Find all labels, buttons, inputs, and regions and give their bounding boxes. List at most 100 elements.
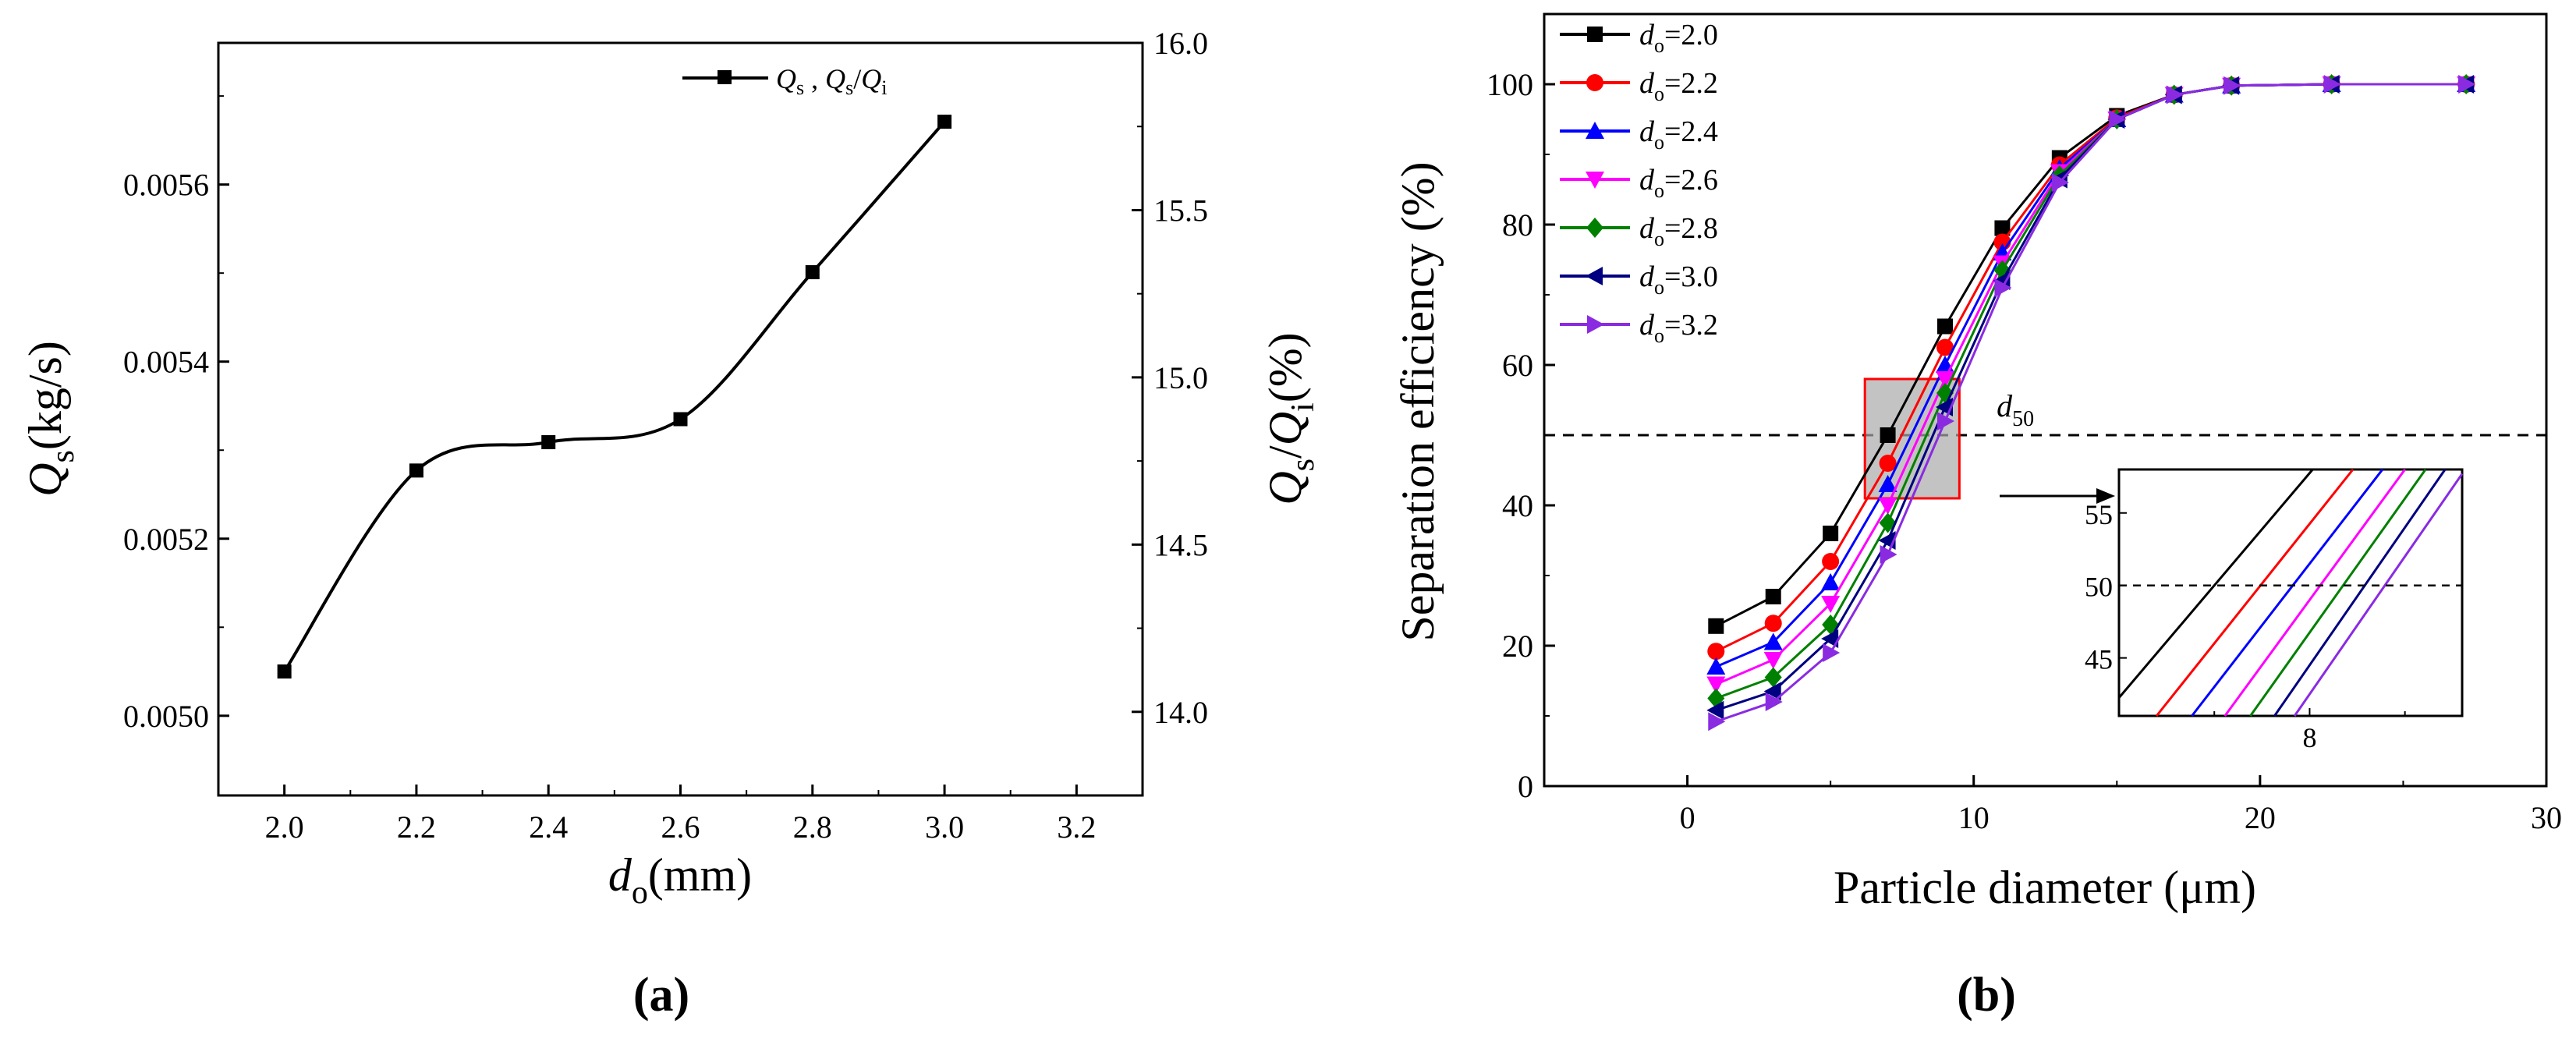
panel-b-data-point — [1763, 682, 1781, 701]
panel-b-data-point — [1706, 657, 1726, 675]
panel-b-legend-marker — [1586, 74, 1603, 91]
panel-a-y2-tick-label: 14.5 — [1153, 527, 1208, 562]
panel-b-legend-label: do=2.4 — [1639, 115, 1718, 154]
panel-a-y2-tick-label: 15.5 — [1153, 193, 1208, 228]
panel-b-y-tick-label: 20 — [1502, 629, 1533, 664]
panel-b-x-axis-label: Particle diameter (μm) — [1834, 862, 2256, 913]
panel-b-inset: 45 50 55 8 — [2085, 468, 2464, 753]
panel-b-inset-x-tick-label: 8 — [2302, 722, 2316, 753]
panel-b-inset-series-line — [2249, 469, 2427, 717]
panel-a-series-curve — [282, 120, 946, 673]
panel-b-data-point — [1823, 643, 1841, 662]
panel-a-x-tick-label: 3.0 — [925, 809, 964, 845]
panel-a-data-point — [409, 463, 423, 478]
panel-b-data-point — [1994, 220, 2011, 236]
panel-b-data-point — [1764, 667, 1782, 688]
panel-b-data-point — [2323, 75, 2341, 94]
panel-a-y-axis-label: Qs(kg/s) — [19, 341, 81, 497]
panel-b-data-point — [1708, 618, 1724, 634]
panel-b-legend-marker — [1586, 218, 1603, 238]
panel-b-inset-series-line — [2117, 469, 2314, 699]
panel-a-legend: Qs , Qs/Qi — [682, 63, 888, 99]
panel-b-legend-marker — [1587, 315, 1604, 334]
panel-b-legend-marker — [1586, 122, 1604, 139]
panel-b-x-tick-label: 0 — [1680, 800, 1695, 835]
panel-a-y-tick-label: 0.0050 — [123, 699, 209, 734]
panel-b-data-point — [2223, 76, 2241, 95]
panel-a-y2-tick-label: 14.0 — [1153, 695, 1208, 730]
panel-b-y-tick-label: 0 — [1518, 769, 1533, 804]
panel-b-data-point — [1706, 676, 1726, 694]
panel-b-data-point — [1994, 278, 2012, 297]
panel-b-data-point — [1878, 475, 1897, 492]
panel-b-y-tick-label: 80 — [1502, 207, 1533, 243]
panel-b-y-tick-label: 100 — [1486, 67, 1533, 102]
panel-a-series-points — [277, 115, 952, 679]
panel-b-data-point — [1765, 693, 1783, 711]
panel-a-x-axis-label: do(mm) — [608, 849, 752, 911]
panel-b-inset-series-line — [2155, 469, 2355, 717]
panel-b-data-point — [1937, 318, 1953, 335]
panel-b-legend-marker — [1586, 267, 1603, 285]
panel-b-legend: do=2.0 do=2.2 do=2.4 do=2.6 do=2.8 do=3.0 do=3… — [1560, 19, 1718, 347]
panel-b-data-point — [1880, 545, 1897, 564]
panel-b-data-point — [1708, 712, 1726, 732]
panel-a-data-point — [937, 115, 952, 129]
panel-b-x-ticks: 0 10 20 30 — [1543, 775, 2562, 835]
panel-b-legend-marker — [1587, 27, 1603, 42]
panel-a-x-tick-label: 2.4 — [529, 809, 568, 845]
panel-b-data-point — [1879, 455, 1897, 472]
panel-b-legend-label: do=2.0 — [1639, 19, 1718, 57]
panel-a: 2.0 2.2 2.4 2.6 2.8 3.0 3.2 0.0050 0.0052 0.0054… — [19, 26, 1321, 1022]
panel-b-series-line — [1715, 83, 2467, 723]
panel-a-x-tick-label: 2.8 — [793, 809, 832, 845]
panel-b-data-point — [1936, 338, 1954, 356]
panel-b-data-point — [1878, 498, 1897, 515]
panel-a-data-point — [673, 412, 688, 427]
panel-a-x-tick-label: 2.0 — [265, 809, 304, 845]
panel-b-inset-frame — [2117, 468, 2464, 717]
panel-b-data-point — [1937, 412, 1954, 430]
panel-b-inset-series-line — [2293, 473, 2464, 717]
panel-a-y-tick-label: 0.0054 — [123, 345, 209, 380]
panel-b-legend-label: do=2.8 — [1639, 212, 1718, 250]
panel-b-data-point — [1763, 632, 1783, 650]
panel-b-y-tick-label: 40 — [1502, 488, 1533, 523]
panel-b-y-tick-label: 60 — [1502, 348, 1533, 383]
panel-a-legend-label: Qs , Qs/Qi — [776, 63, 888, 99]
panel-b-zoom-arrowhead — [2096, 488, 2115, 504]
panel-b-y-axis-label: Separation efficiency (%) — [1392, 161, 1444, 641]
panel-b-d50-label: d50 — [1997, 388, 2034, 431]
panel-b-data-point — [2458, 75, 2476, 94]
panel-b-data-point — [2166, 85, 2184, 104]
panel-a-y-tick-label: 0.0052 — [123, 522, 209, 557]
panel-b-inset-series-line — [2273, 469, 2447, 717]
panel-a-y-ticks: 0.0050 0.0052 0.0054 0.0056 — [123, 95, 229, 734]
panel-b-plot-frame — [1543, 12, 2548, 788]
panel-b-series-group — [1706, 74, 2476, 732]
panel-b-x-tick-label: 10 — [1958, 800, 1990, 835]
panel-a-data-point — [541, 435, 556, 450]
panel-b-data-point — [1822, 553, 1840, 570]
panel-b-data-point — [1765, 589, 1781, 604]
panel-b-legend-label: do=3.0 — [1639, 260, 1718, 299]
panel-b-data-point — [2109, 110, 2127, 129]
panel-b-inset-ticks: 45 50 55 8 — [2085, 499, 2406, 753]
panel-b-inset-series-line — [2223, 469, 2406, 717]
panel-b-data-point — [1706, 700, 1724, 720]
panel-b-data-point — [1707, 643, 1725, 661]
panel-b-y-ticks: 0 20 40 60 80 100 — [1486, 13, 1555, 804]
panel-b-data-point — [2051, 173, 2069, 192]
panel-a-y2-tick-label: 15.0 — [1153, 360, 1208, 395]
panel-b-x-tick-label: 20 — [2245, 800, 2276, 835]
panel-b-legend-label: do=3.2 — [1639, 309, 1718, 347]
panel-b-legend-label: do=2.2 — [1639, 67, 1718, 105]
panel-a-y2-axis-label: Qs/Qi(%) — [1260, 332, 1321, 505]
panel-b-inset-y-tick-label: 55 — [2085, 499, 2113, 530]
panel-a-x-tick-label: 2.2 — [397, 809, 436, 845]
panel-a-y2-tick-label: 16.0 — [1153, 26, 1208, 61]
panel-b-caption: (b) — [1957, 969, 2016, 1022]
panel-a-x-tick-label: 2.6 — [661, 809, 700, 845]
panel-b-legend-label: do=2.6 — [1639, 164, 1718, 202]
